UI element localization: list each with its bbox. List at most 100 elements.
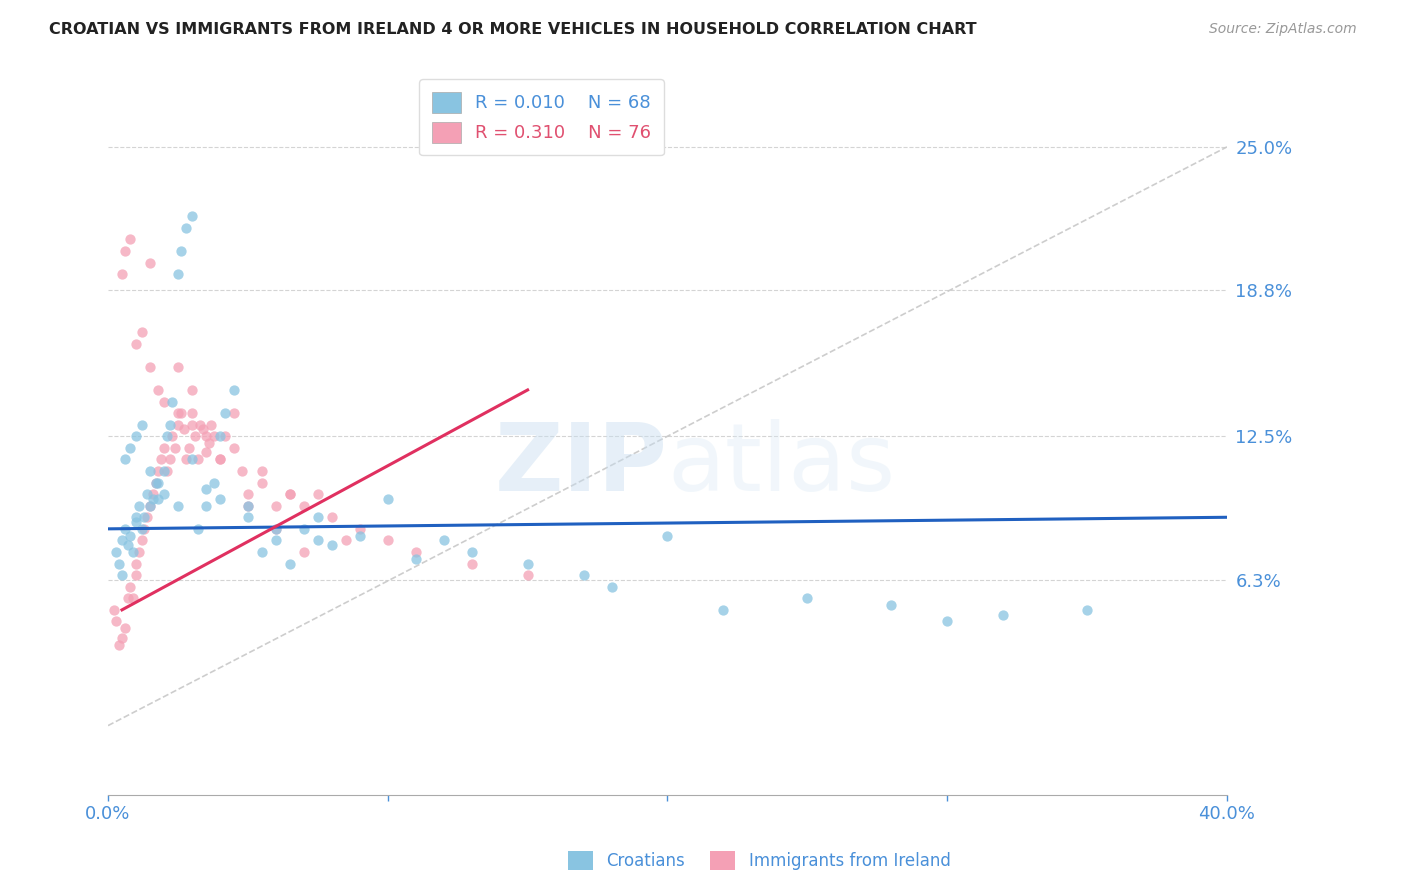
- Point: [145, 475, 167, 490]
- Point: [188, 417, 211, 432]
- Point: [139, 499, 162, 513]
- Text: ZIP: ZIP: [495, 419, 668, 511]
- Point: [142, 487, 165, 501]
- Text: Source: ZipAtlas.com: Source: ZipAtlas.com: [1209, 22, 1357, 37]
- Point: [111, 568, 134, 582]
- Point: [936, 615, 959, 629]
- Point: [148, 383, 170, 397]
- Point: [145, 475, 167, 490]
- Point: [167, 406, 190, 420]
- Point: [292, 522, 315, 536]
- Text: atlas: atlas: [668, 419, 896, 511]
- Point: [250, 464, 273, 478]
- Point: [657, 529, 679, 543]
- Point: [125, 568, 148, 582]
- Point: [349, 522, 371, 536]
- Point: [134, 510, 156, 524]
- Point: [236, 487, 259, 501]
- Point: [433, 533, 456, 548]
- Point: [214, 429, 236, 443]
- Point: [208, 429, 231, 443]
- Point: [125, 336, 148, 351]
- Point: [183, 429, 205, 443]
- Point: [307, 510, 329, 524]
- Point: [202, 475, 225, 490]
- Point: [250, 475, 273, 490]
- Point: [139, 255, 162, 269]
- Point: [125, 510, 148, 524]
- Point: [264, 533, 287, 548]
- Point: [236, 499, 259, 513]
- Point: [136, 487, 159, 501]
- Point: [120, 580, 142, 594]
- Point: [180, 210, 202, 224]
- Point: [321, 510, 343, 524]
- Point: [377, 533, 399, 548]
- Point: [134, 522, 156, 536]
- Point: [114, 452, 136, 467]
- Point: [335, 533, 357, 548]
- Point: [200, 417, 222, 432]
- Point: [128, 499, 150, 513]
- Point: [114, 621, 136, 635]
- Point: [278, 557, 301, 571]
- Point: [120, 529, 142, 543]
- Point: [405, 545, 427, 559]
- Point: [880, 599, 903, 613]
- Point: [236, 510, 259, 524]
- Point: [176, 221, 198, 235]
- Point: [108, 638, 131, 652]
- Point: [114, 522, 136, 536]
- Point: [139, 359, 162, 374]
- Point: [105, 545, 128, 559]
- Point: [516, 568, 538, 582]
- Point: [156, 429, 179, 443]
- Point: [142, 491, 165, 506]
- Point: [170, 244, 193, 258]
- Point: [153, 394, 176, 409]
- Point: [1076, 603, 1098, 617]
- Point: [122, 545, 145, 559]
- Point: [167, 359, 190, 374]
- Text: CROATIAN VS IMMIGRANTS FROM IRELAND 4 OR MORE VEHICLES IN HOUSEHOLD CORRELATION : CROATIAN VS IMMIGRANTS FROM IRELAND 4 OR…: [49, 22, 977, 37]
- Point: [165, 441, 187, 455]
- Point: [131, 533, 153, 548]
- Point: [148, 475, 170, 490]
- Point: [122, 591, 145, 606]
- Point: [148, 464, 170, 478]
- Point: [117, 591, 139, 606]
- Point: [162, 429, 184, 443]
- Point: [349, 529, 371, 543]
- Point: [197, 436, 219, 450]
- Point: [222, 406, 245, 420]
- Point: [131, 417, 153, 432]
- Point: [148, 491, 170, 506]
- Point: [231, 464, 253, 478]
- Point: [167, 499, 190, 513]
- Point: [153, 464, 176, 478]
- Point: [405, 552, 427, 566]
- Point: [208, 452, 231, 467]
- Point: [264, 499, 287, 513]
- Point: [111, 267, 134, 281]
- Point: [194, 499, 217, 513]
- Point: [186, 452, 208, 467]
- Point: [153, 441, 176, 455]
- Point: [128, 545, 150, 559]
- Point: [120, 232, 142, 246]
- Point: [194, 429, 217, 443]
- Point: [117, 538, 139, 552]
- Point: [180, 417, 202, 432]
- Point: [156, 464, 179, 478]
- Point: [264, 522, 287, 536]
- Point: [194, 483, 217, 497]
- Point: [125, 429, 148, 443]
- Point: [105, 615, 128, 629]
- Point: [103, 603, 125, 617]
- Point: [150, 452, 173, 467]
- Point: [180, 383, 202, 397]
- Point: [214, 406, 236, 420]
- Point: [202, 429, 225, 443]
- Point: [173, 422, 195, 436]
- Point: [377, 491, 399, 506]
